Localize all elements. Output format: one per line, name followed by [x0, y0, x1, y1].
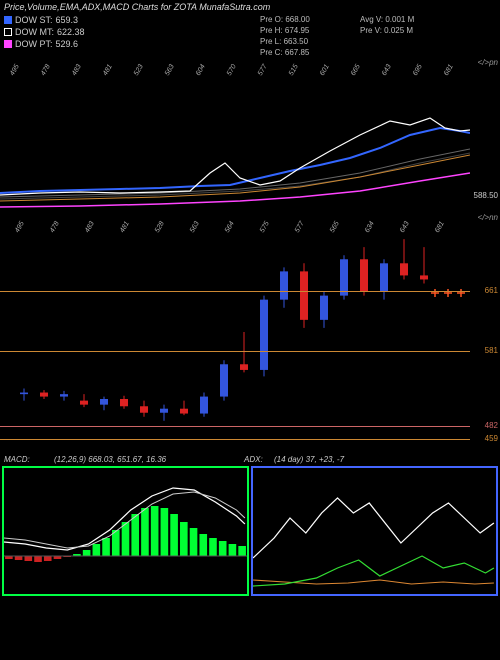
macd-values: (12,26,9) 668.03, 651.67, 16.36 [54, 455, 244, 464]
price-line-label: 581 [485, 346, 498, 355]
macd-label: MACD: [4, 455, 54, 464]
macd-chart [4, 468, 247, 594]
pre-v: Pre V: 0.025 M [360, 25, 414, 36]
candle-chart [0, 231, 470, 451]
legend: DOW ST: 659.3 DOW MT: 622.38 DOW PT: 529… [0, 14, 500, 50]
price-line-label: 661 [485, 286, 498, 295]
price-line [0, 291, 470, 292]
swatch-mt [4, 28, 12, 36]
adx-label: ADX: [244, 455, 274, 464]
indicator-labels: MACD: (12,26,9) 668.03, 651.67, 16.36 AD… [0, 453, 500, 466]
adx-chart [253, 468, 496, 594]
legend-pt-label: DOW PT: [15, 38, 53, 50]
price-line [0, 426, 470, 427]
macd-panel [2, 466, 249, 596]
price-line-label: 482 [485, 421, 498, 430]
sub-panels [0, 466, 500, 596]
avg-v: Avg V: 0.001 M [360, 14, 414, 25]
price-line [0, 439, 470, 440]
legend-mt-label: DOW MT: [15, 26, 54, 38]
adx-panel [251, 466, 498, 596]
upper-y-label: 588.50 [474, 191, 498, 200]
ohlc-info: Pre O: 668.00 Pre H: 674.95 Pre L: 663.5… [260, 14, 310, 58]
ma-chart [0, 73, 470, 213]
lower-corner-label: </>nn [478, 213, 498, 222]
pre-c: Pre C: 667.85 [260, 47, 310, 58]
legend-st-value: 659.3 [56, 14, 79, 26]
price-line [0, 351, 470, 352]
legend-mt: DOW MT: 622.38 [4, 26, 496, 38]
legend-pt-value: 529.6 [56, 38, 79, 50]
legend-st-label: DOW ST: [15, 14, 53, 26]
candle-panel: </>nn 4954784834815285635645755775656346… [0, 213, 500, 453]
adx-values: (14 day) 37, +23, -7 [274, 455, 344, 464]
pre-l: Pre L: 663.50 [260, 36, 310, 47]
swatch-st [4, 16, 12, 24]
chart-title: Price,Volume,EMA,ADX,MACD Charts for ZOT… [0, 0, 500, 14]
ma-panel: </>pn 4954784834815235636045705775156016… [0, 58, 500, 213]
legend-mt-value: 622.38 [57, 26, 85, 38]
pre-o: Pre O: 668.00 [260, 14, 310, 25]
legend-pt: DOW PT: 529.6 [4, 38, 496, 50]
swatch-pt [4, 40, 12, 48]
price-line-label: 459 [485, 434, 498, 443]
vol-info: Avg V: 0.001 M Pre V: 0.025 M [360, 14, 414, 36]
upper-corner-label: </>pn [478, 58, 498, 67]
pre-h: Pre H: 674.95 [260, 25, 310, 36]
legend-st: DOW ST: 659.3 [4, 14, 496, 26]
